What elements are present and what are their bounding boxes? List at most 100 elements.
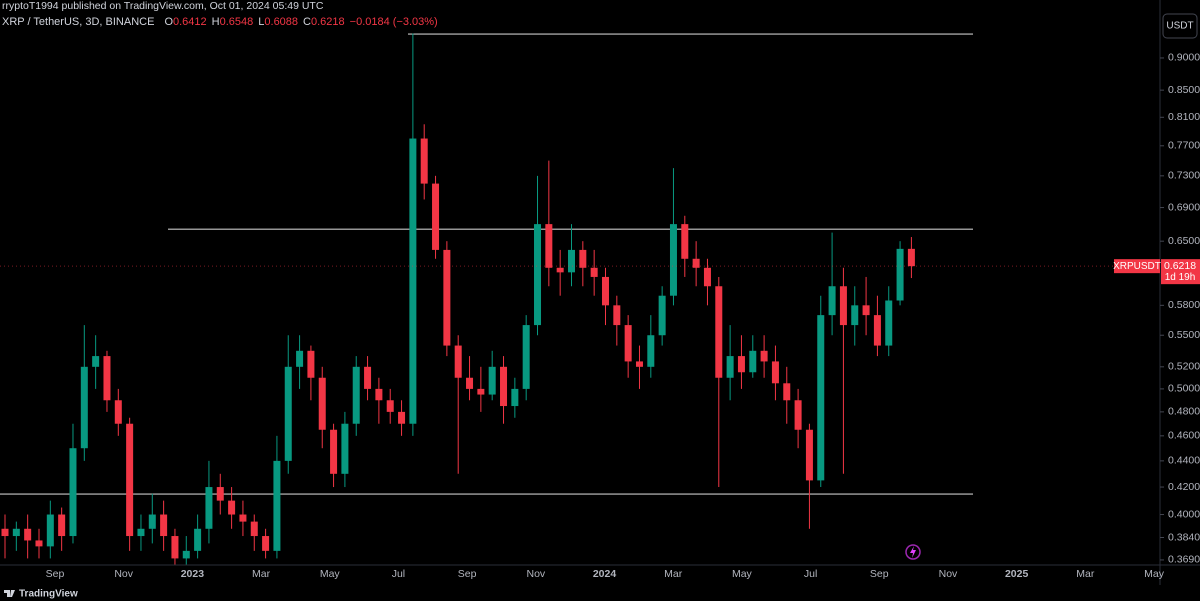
candle-body (205, 487, 213, 529)
candle-body (477, 388, 485, 395)
candle-body (273, 460, 281, 551)
candle-body (851, 305, 859, 326)
x-tick-label: Jul (392, 568, 405, 580)
ohlc-value: 0.6412 (173, 16, 207, 28)
candle-body (669, 224, 677, 296)
x-tick-label: 2023 (181, 568, 205, 580)
candle-body (896, 248, 904, 301)
candle-body (658, 295, 666, 336)
ohlc-label: H (212, 16, 220, 28)
y-tick-label: 0.5800 (1168, 299, 1200, 311)
candle-body (511, 388, 519, 407)
candle-body (364, 366, 372, 389)
candle-body (839, 286, 847, 326)
y-tick-label: 0.5000 (1168, 383, 1200, 395)
candle-body (873, 315, 881, 346)
brand: TradingView (19, 589, 78, 600)
candle-body (579, 249, 587, 268)
last-price-label: 0.6218 (1164, 260, 1196, 272)
symbol-tag (1114, 259, 1160, 274)
candle-body (58, 514, 66, 537)
plot-area (0, 33, 973, 565)
candle-body (534, 224, 542, 326)
candle-body (46, 514, 54, 547)
candle-body (794, 400, 802, 430)
x-tick-label: Jul (804, 568, 817, 580)
candle-body (80, 366, 88, 449)
candle-body (250, 521, 258, 537)
ohlc-value: 0.6088 (264, 16, 298, 28)
candle-body (488, 366, 496, 395)
candle-body (737, 356, 745, 373)
candle-body (114, 400, 122, 424)
candle-body (341, 423, 349, 474)
candle-body (160, 514, 168, 537)
candle-body (726, 356, 734, 378)
candle-body (783, 383, 791, 401)
x-tick-label: Sep (46, 568, 65, 580)
y-tick-label: 0.9000 (1168, 52, 1200, 64)
candle-body (454, 345, 462, 378)
candle-body (386, 400, 394, 412)
ohlc-label: C (303, 16, 311, 28)
candle-body (284, 366, 292, 461)
candle-body (171, 536, 179, 559)
candle-body (749, 350, 757, 373)
y-tick-label: 0.6500 (1168, 235, 1200, 247)
candle-body (635, 361, 643, 367)
symbol-title: XRP / TetherUS, 3D, BINANCE (2, 16, 154, 28)
candle-body (760, 350, 768, 362)
candle-body (522, 325, 530, 389)
candle-body (216, 487, 224, 501)
candle-body (771, 361, 779, 384)
currency-button[interactable] (1162, 13, 1198, 39)
y-tick-label: 0.4000 (1168, 508, 1200, 520)
candle-body (330, 429, 338, 474)
y-tick-label: 0.3690 (1168, 554, 1200, 566)
symbol-tag-label: XRPUSDT (1113, 261, 1161, 272)
candle-body (182, 550, 190, 559)
candle-body (817, 315, 825, 481)
candle-body (318, 377, 326, 430)
x-tick-label: Sep (870, 568, 889, 580)
candle-body (103, 356, 111, 401)
candle-body (307, 350, 315, 378)
candle-body (624, 325, 632, 362)
candle-body (352, 366, 360, 424)
candle-body (500, 366, 508, 407)
x-tick-label: Mar (1076, 568, 1095, 580)
candle-body (137, 528, 145, 537)
x-tick-label: Nov (939, 568, 958, 580)
candle-body (432, 183, 440, 250)
candle-body (239, 514, 247, 522)
countdown-label: 1d 19h (1165, 272, 1196, 283)
y-tick-label: 0.3840 (1168, 531, 1200, 543)
candle-body (805, 429, 813, 481)
x-tick-label: Nov (526, 568, 545, 580)
x-tick-label: Mar (664, 568, 683, 580)
y-tick-label: 0.4200 (1168, 481, 1200, 493)
last-price-box (1161, 259, 1200, 285)
candle-body (613, 305, 621, 326)
candle-body (443, 249, 451, 346)
footer (0, 585, 1200, 601)
candle-body (148, 514, 156, 529)
x-tick-label: Nov (114, 568, 133, 580)
candle-body (92, 356, 100, 367)
x-tick-label: Sep (458, 568, 477, 580)
event-icon[interactable] (905, 544, 921, 560)
ohlc-value: 0.6218 (311, 16, 345, 28)
candle-body (1, 528, 9, 537)
candle-body (715, 286, 723, 378)
candle-body (545, 224, 553, 268)
candle-body (466, 377, 474, 389)
y-tick-label: 0.6900 (1168, 201, 1200, 213)
candle-body (703, 267, 711, 287)
candle-body (375, 388, 383, 401)
candle-body (296, 350, 304, 367)
y-tick-label: 0.4800 (1168, 406, 1200, 418)
y-tick-label: 0.7300 (1168, 170, 1200, 182)
y-tick-label: 0.8100 (1168, 111, 1200, 123)
x-tick-label: 2024 (593, 568, 617, 580)
candle-body (590, 267, 598, 277)
